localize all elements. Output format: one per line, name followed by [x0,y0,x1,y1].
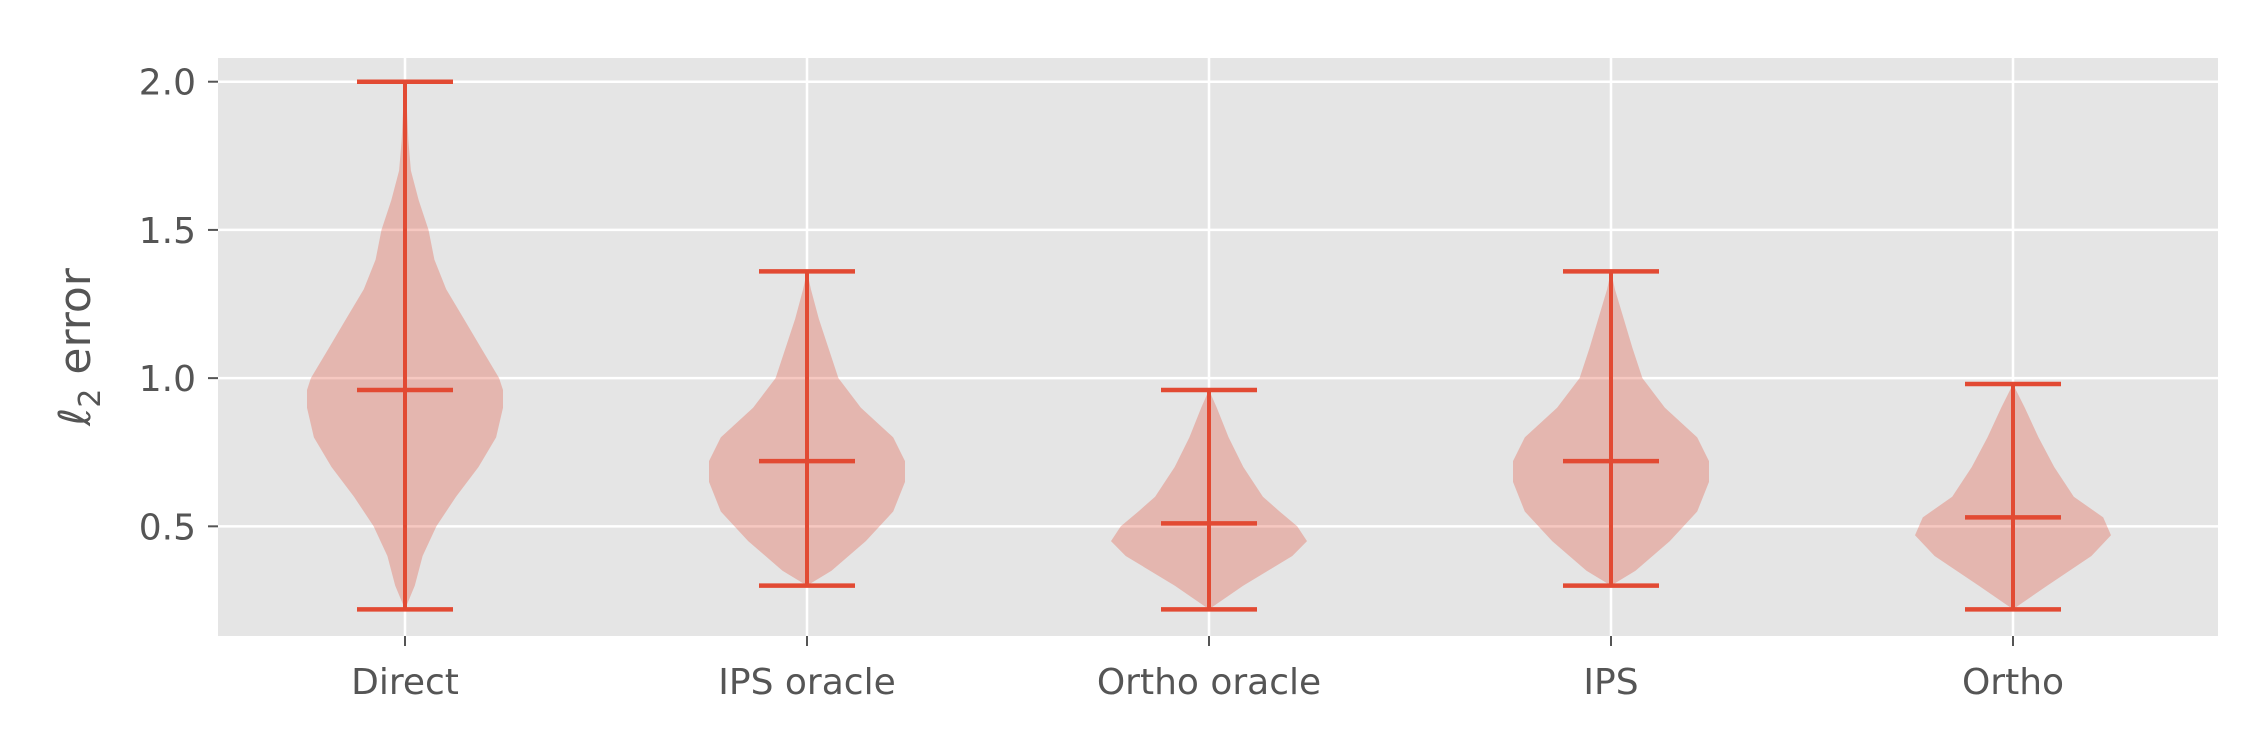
x-tick-label: Direct [351,662,459,703]
y-axis-label: ℓ2 error [50,267,108,427]
x-tick-label: IPS oracle [718,662,895,703]
violin-1 [307,79,503,612]
violin-2 [709,269,905,588]
x-tick-label: Ortho oracle [1097,662,1321,703]
y-axis-label-symbol: ℓ [50,408,101,427]
x-tick-label: IPS [1583,662,1638,703]
y-tick-label: 1.0 [139,359,196,400]
y-axis-label-text [50,375,101,389]
y-tick-label: 0.5 [139,507,196,548]
y-axis-label-subscript: 2 [73,389,108,408]
y-axis: 0.5 1.0 1.5 2.0 [139,63,218,548]
x-axis: Direct IPS oracle Ortho oracle IPS Ortho [351,636,2064,703]
x-tick-label: Ortho [1962,662,2064,703]
plot-background [218,58,2218,636]
violins [307,79,2111,612]
y-tick-label: 2.0 [139,63,196,104]
y-axis-label-word: error [50,267,101,374]
y-grid [218,80,2218,528]
violin-3 [1111,387,1307,612]
y-tick-label: 1.5 [139,211,196,252]
violin-5 [1915,381,2111,612]
violin-4 [1513,269,1709,588]
